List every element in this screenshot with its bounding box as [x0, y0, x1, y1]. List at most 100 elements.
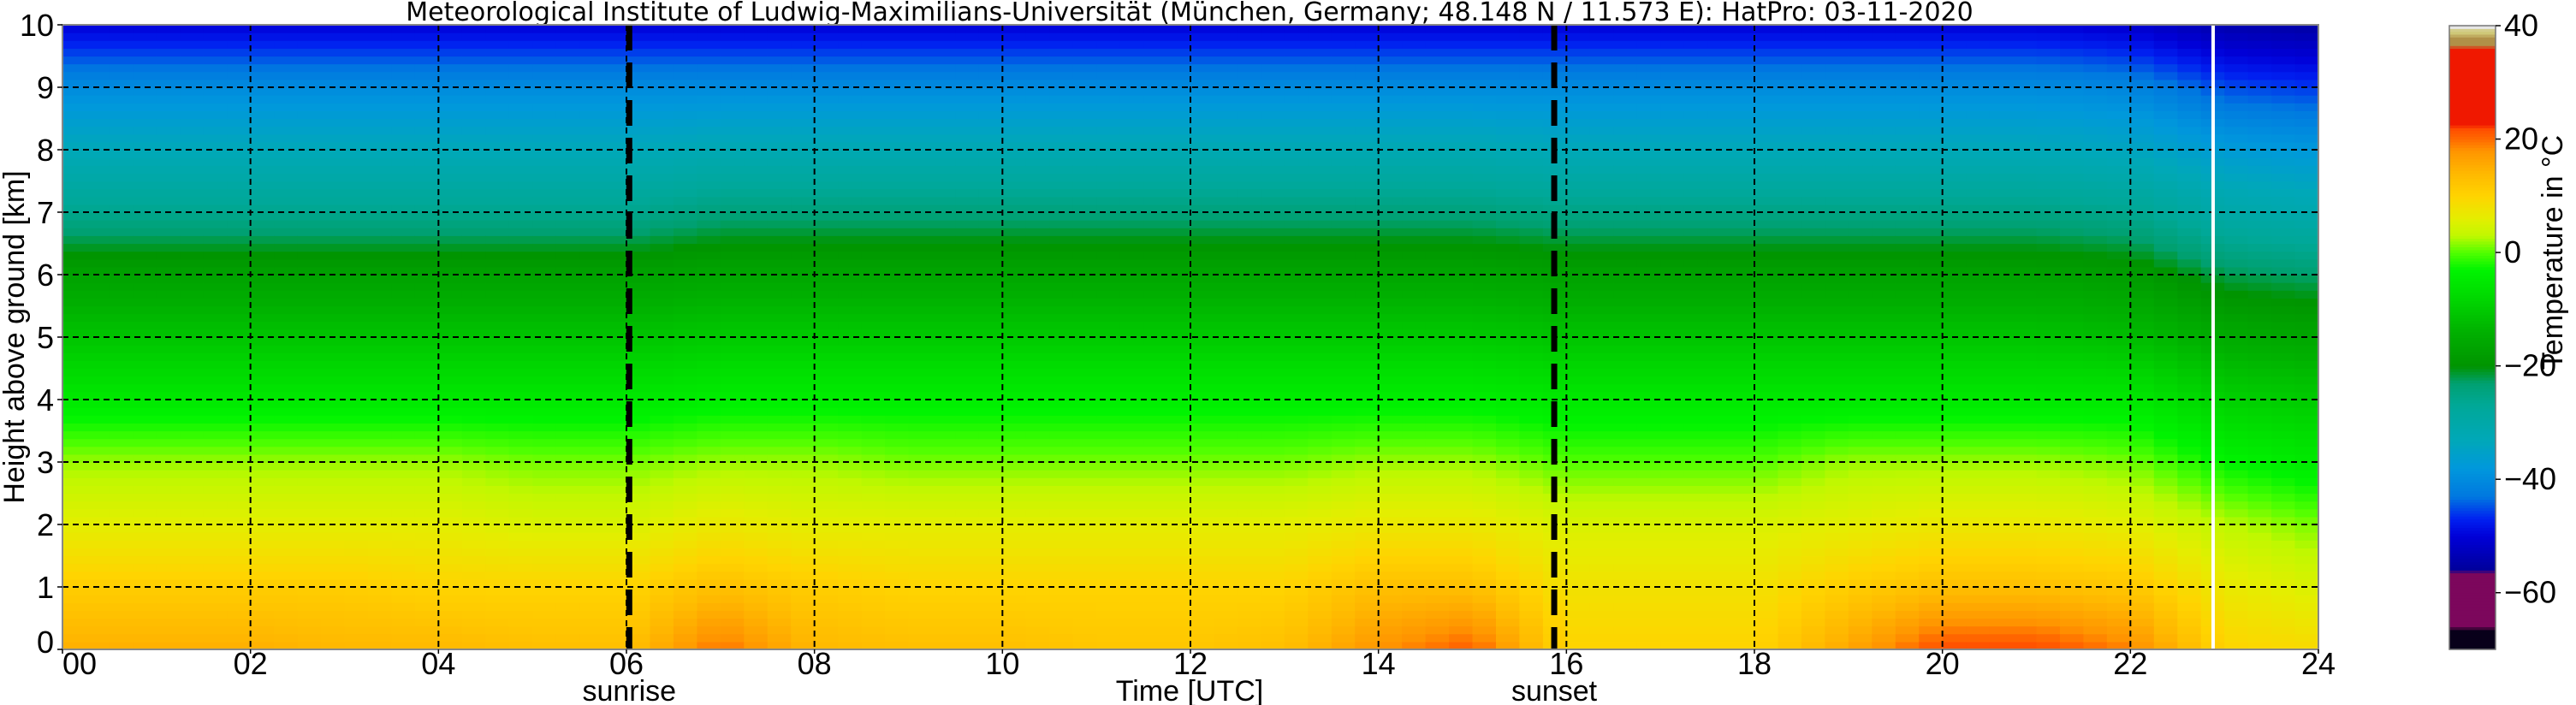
heatmap-cell	[1002, 266, 1027, 275]
heatmap-cell	[955, 110, 980, 120]
heatmap-cell	[1049, 298, 1074, 307]
heatmap-cell	[1472, 400, 1497, 408]
heatmap-cell	[697, 485, 721, 495]
heatmap-cell	[1261, 251, 1285, 260]
heatmap-cell	[438, 298, 463, 307]
heatmap-cell	[1284, 571, 1309, 580]
heatmap-cell	[133, 321, 157, 330]
heatmap-cell	[885, 266, 910, 275]
heatmap-cell	[1002, 87, 1027, 96]
heatmap-cell	[1214, 181, 1238, 190]
heatmap-cell	[697, 71, 721, 80]
heatmap-cell	[250, 633, 275, 643]
heatmap-cell	[908, 329, 933, 338]
heatmap-cell	[626, 110, 651, 120]
heatmap-cell	[602, 141, 627, 151]
heatmap-cell	[508, 446, 533, 455]
heatmap-cell	[414, 79, 439, 88]
heatmap-cell	[1331, 196, 1356, 205]
heatmap-cell	[1214, 625, 1238, 635]
heatmap-cells	[62, 25, 2319, 650]
heatmap-cell	[1143, 204, 1168, 213]
heatmap-cell	[720, 610, 745, 619]
heatmap-cell	[955, 368, 980, 377]
heatmap-cell	[744, 462, 769, 471]
heatmap-cell	[932, 548, 957, 557]
heatmap-cell	[203, 95, 228, 104]
heatmap-cell	[1402, 400, 1427, 408]
heatmap-cell	[744, 157, 769, 166]
heatmap-cell	[1049, 578, 1074, 588]
heatmap-cell	[838, 470, 863, 478]
heatmap-cell	[579, 438, 604, 447]
heatmap-cell	[532, 235, 557, 245]
heatmap-cell	[1143, 290, 1168, 299]
heatmap-cell	[1049, 532, 1074, 541]
heatmap-cell	[955, 485, 980, 495]
heatmap-cell	[1284, 71, 1309, 80]
heatmap-cell	[932, 235, 957, 245]
heatmap-cell	[1049, 618, 1074, 627]
heatmap-cell	[1072, 462, 1097, 471]
heatmap-cell	[1002, 40, 1027, 49]
heatmap-cell	[86, 258, 110, 268]
heatmap-cell	[203, 618, 228, 627]
heatmap-cell	[1166, 602, 1191, 611]
heatmap-cell	[1072, 563, 1097, 572]
heatmap-cell	[508, 368, 533, 377]
heatmap-cell	[180, 625, 205, 635]
heatmap-cell	[720, 118, 745, 127]
heatmap-cell	[1237, 126, 1261, 135]
heatmap-cell	[791, 391, 816, 400]
heatmap-cell	[579, 407, 604, 416]
heatmap-cell	[932, 181, 957, 190]
heatmap-cell	[321, 438, 346, 447]
heatmap-cell	[461, 391, 486, 400]
heatmap-cell	[885, 40, 910, 49]
heatmap-cell	[1308, 165, 1333, 174]
heatmap-cell	[626, 220, 651, 228]
heatmap-cell	[438, 63, 463, 73]
heatmap-cell	[414, 423, 439, 432]
heatmap-cell	[180, 641, 205, 650]
heatmap-cell	[791, 516, 816, 525]
heatmap-cell	[1143, 555, 1168, 565]
heatmap-cell	[626, 641, 651, 650]
heatmap-cell	[438, 165, 463, 174]
heatmap-cell	[1308, 48, 1333, 57]
heatmap-cell	[1519, 508, 1544, 518]
heatmap-cell	[602, 118, 627, 127]
heatmap-cell	[1049, 204, 1074, 213]
heatmap-cell	[321, 618, 346, 627]
heatmap-cell	[1166, 251, 1191, 260]
heatmap-cell	[1025, 251, 1050, 260]
heatmap-cell	[1331, 305, 1356, 315]
heatmap-cell	[227, 633, 252, 643]
heatmap-cell	[274, 438, 299, 447]
heatmap-cell	[1308, 305, 1333, 315]
heatmap-cell	[297, 188, 322, 198]
heatmap-cell	[555, 63, 580, 73]
heatmap-cell	[1402, 220, 1427, 228]
heatmap-cell	[1331, 407, 1356, 416]
heatmap-cell	[391, 376, 416, 385]
heatmap-cell	[368, 87, 393, 96]
heatmap-cell	[602, 407, 627, 416]
heatmap-cell	[1190, 110, 1215, 120]
heatmap-cell	[414, 258, 439, 268]
heatmap-cell	[744, 508, 769, 518]
heatmap-cell	[697, 337, 721, 346]
heatmap-cell	[1025, 383, 1050, 393]
heatmap-cell	[555, 141, 580, 151]
heatmap-cell	[1002, 391, 1027, 400]
heatmap-cell	[838, 337, 863, 346]
heatmap-cell	[1284, 438, 1309, 447]
heatmap-cell	[1237, 266, 1261, 275]
heatmap-cell	[1143, 181, 1168, 190]
heatmap-cell	[1166, 63, 1191, 73]
heatmap-cell	[1472, 56, 1497, 65]
heatmap-cell	[978, 368, 1003, 377]
heatmap-cell	[461, 625, 486, 635]
heatmap-cell	[1449, 407, 1474, 416]
heatmap-cell	[532, 352, 557, 361]
